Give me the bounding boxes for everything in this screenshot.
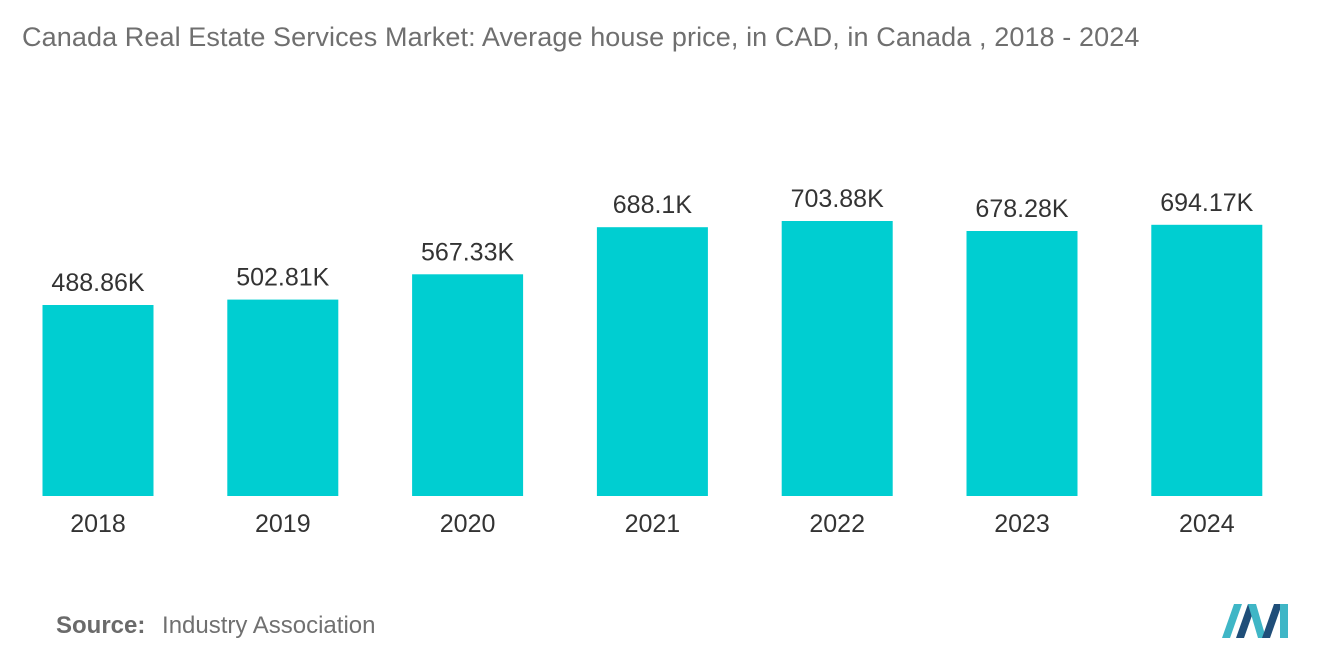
value-label-2019: 502.81K xyxy=(236,264,329,292)
value-label-2023: 678.28K xyxy=(975,195,1068,223)
value-label-2022: 703.88K xyxy=(791,185,884,213)
bar-2021 xyxy=(596,227,708,496)
source-text: Industry Association xyxy=(162,612,376,639)
x-tick-label-2018: 2018 xyxy=(70,510,126,538)
source-label: Source: xyxy=(56,612,146,639)
x-tick-label-2022: 2022 xyxy=(809,510,865,538)
bar-2018 xyxy=(42,305,154,496)
source-line: Source: Industry Association xyxy=(56,612,375,640)
bar-2024 xyxy=(1151,224,1263,497)
chart-title: Canada Real Estate Services Market: Aver… xyxy=(22,22,1140,52)
bar-2019 xyxy=(227,299,339,496)
x-tick-label-2020: 2020 xyxy=(440,510,496,538)
value-label-2018: 488.86K xyxy=(51,269,144,297)
bar-2022 xyxy=(781,221,893,496)
value-label-2021: 688.1K xyxy=(613,191,693,219)
mordor-logo-icon xyxy=(1222,604,1288,638)
x-tick-label-2023: 2023 xyxy=(994,510,1050,538)
bar-2023 xyxy=(966,231,1078,496)
bar-chart: 488.86K 2018 502.81K 2019 567.33K 2020 688.1K 2… xyxy=(42,185,1263,538)
bar-2020 xyxy=(412,274,524,496)
value-label-2020: 567.33K xyxy=(421,238,514,266)
x-tick-label-2019: 2019 xyxy=(255,510,311,538)
value-label-2024: 694.17K xyxy=(1160,189,1253,217)
x-tick-label-2024: 2024 xyxy=(1179,510,1235,538)
x-tick-label-2021: 2021 xyxy=(625,510,681,538)
